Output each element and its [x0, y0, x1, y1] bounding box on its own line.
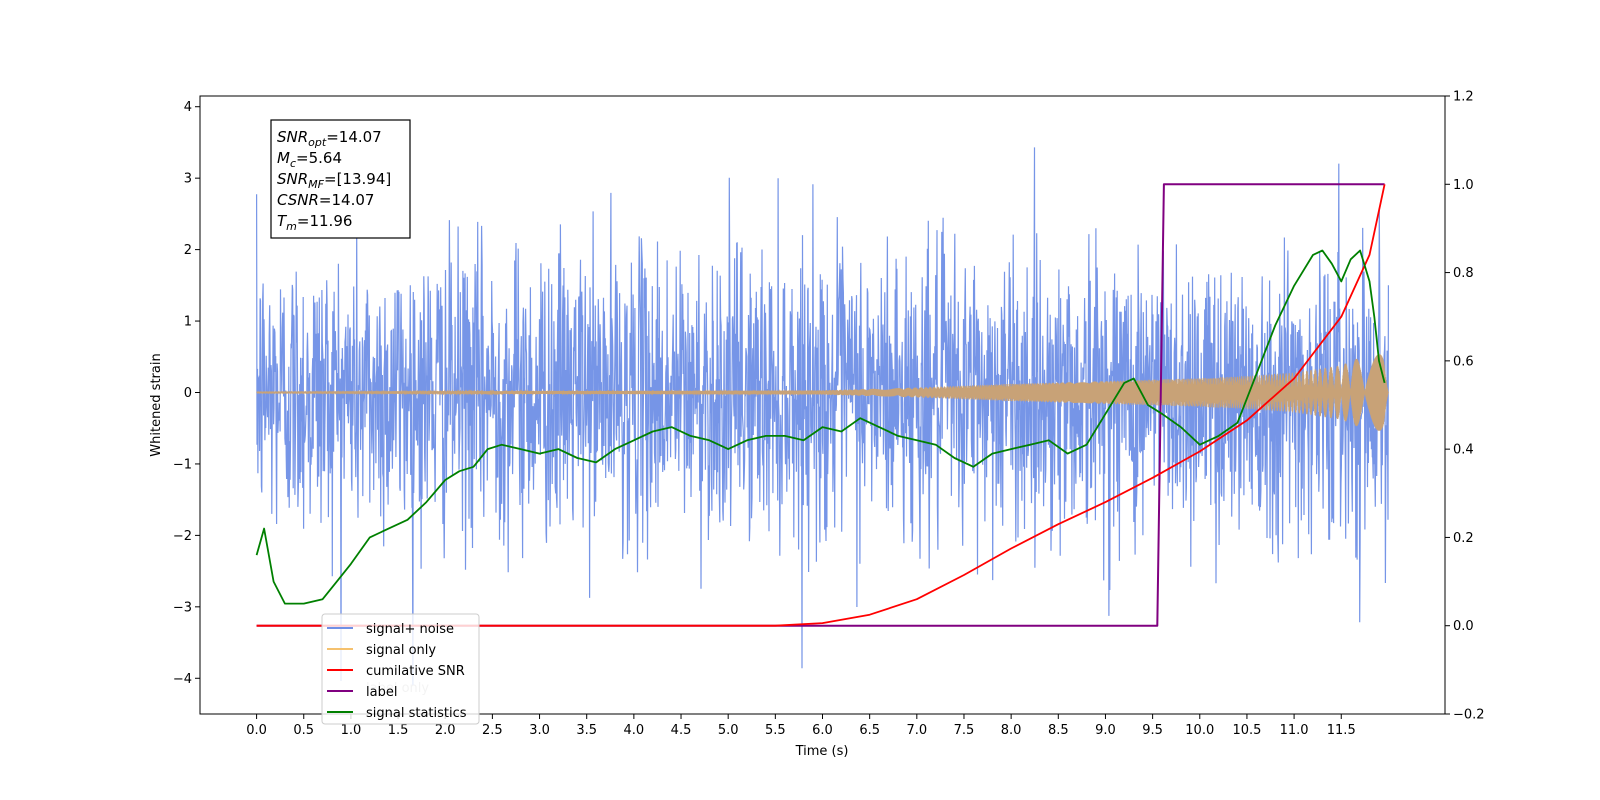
x-tick-label: 2.5 — [482, 723, 503, 738]
y-left-tick-label: −3 — [173, 600, 192, 615]
x-tick-label: 0.5 — [293, 723, 314, 738]
annotation-line: Mc=5.64 — [277, 149, 342, 170]
y-left-tick-label: −4 — [173, 672, 192, 687]
y-left-tick-label: −1 — [173, 457, 192, 472]
x-tick-label: 10.5 — [1232, 723, 1261, 738]
x-axis-label: Time (s) — [795, 744, 849, 759]
annotation-frame — [270, 119, 411, 239]
x-tick-label: 7.0 — [906, 723, 927, 738]
x-tick-label: 11.5 — [1327, 723, 1356, 738]
right-axis-series — [255, 183, 1386, 627]
x-tick-label: 1.5 — [388, 723, 409, 738]
y-right-tick-label: 0.0 — [1453, 619, 1474, 634]
y-axis-left: 4 3 2 1 0 −1 −2 −3 −4 — [173, 100, 200, 687]
legend-label: cumilative SNR — [366, 664, 465, 679]
y-left-tick-label: 2 — [184, 243, 192, 258]
signal-only-line — [256, 354, 1389, 431]
x-tick-label: 4.0 — [624, 723, 645, 738]
y-left-tick-label: 0 — [184, 386, 192, 401]
x-tick-label: 11.0 — [1280, 723, 1309, 738]
y-left-tick-label: 1 — [184, 315, 192, 330]
y-right-tick-label: 0.2 — [1453, 531, 1474, 546]
y-left-tick-label: 4 — [184, 100, 192, 115]
x-tick-label: 5.0 — [718, 723, 739, 738]
x-tick-label: 5.5 — [765, 723, 786, 738]
x-tick-label: 8.5 — [1048, 723, 1069, 738]
annotation-line: SNRMF=[13.94] — [277, 170, 391, 191]
y-left-tick-label: −2 — [173, 529, 192, 544]
y-right-tick-label: 0.8 — [1453, 266, 1474, 281]
x-tick-label: 4.5 — [671, 723, 692, 738]
x-axis: 0.0 0.5 1.0 1.5 2.0 2.5 3.0 3.5 4.0 4.5 5.0 5.5 6.0 6… — [246, 714, 1356, 738]
y-right-tick-label: 0.6 — [1453, 354, 1474, 369]
annotation-line: CSNR=14.07 — [277, 191, 374, 209]
y-axis-right: 1.2 1.0 0.8 0.6 0.4 0.2 0.0 −0.2 — [1445, 90, 1485, 723]
legend-label: signal+ noise — [366, 622, 454, 637]
legend-label: label — [366, 685, 397, 700]
x-tick-label: 2.0 — [435, 723, 456, 738]
series-signal-noise — [256, 147, 1389, 686]
x-tick-label: 9.5 — [1142, 723, 1163, 738]
signal-statistics-line — [255, 249, 1386, 605]
y-left-tick-label: 3 — [184, 172, 192, 187]
x-tick-label: 1.0 — [341, 723, 362, 738]
cumulative-snr-line — [256, 184, 1386, 627]
signal-noise-line — [256, 147, 1389, 686]
x-tick-label: 3.5 — [576, 723, 597, 738]
y-right-tick-label: 1.2 — [1453, 90, 1474, 105]
y-right-tick-label: −0.2 — [1453, 708, 1485, 723]
y-right-tick-label: 1.0 — [1453, 178, 1474, 193]
x-tick-label: 6.0 — [812, 723, 833, 738]
annotation-box: SNRopt=14.07Mc=5.64SNRMF=[13.94]CSNR=14.… — [270, 119, 411, 239]
annotation-line: SNRopt=14.07 — [277, 128, 382, 149]
x-tick-label: 9.0 — [1095, 723, 1116, 738]
x-tick-label: 8.0 — [1001, 723, 1022, 738]
series-signal-only — [256, 354, 1389, 431]
legend-frame — [321, 613, 480, 725]
x-tick-label: 0.0 — [246, 723, 267, 738]
x-tick-label: 10.0 — [1185, 723, 1214, 738]
x-tick-label: 3.0 — [529, 723, 550, 738]
x-tick-label: 6.5 — [859, 723, 880, 738]
legend-label: signal only — [366, 643, 436, 658]
annotation-line: Tm=11.96 — [277, 212, 352, 233]
legend-label: signal statistics — [366, 706, 467, 721]
y-axis-left-label: Whitened strain — [149, 353, 164, 456]
x-tick-label: 7.5 — [954, 723, 975, 738]
y-right-tick-label: 0.4 — [1453, 443, 1474, 458]
